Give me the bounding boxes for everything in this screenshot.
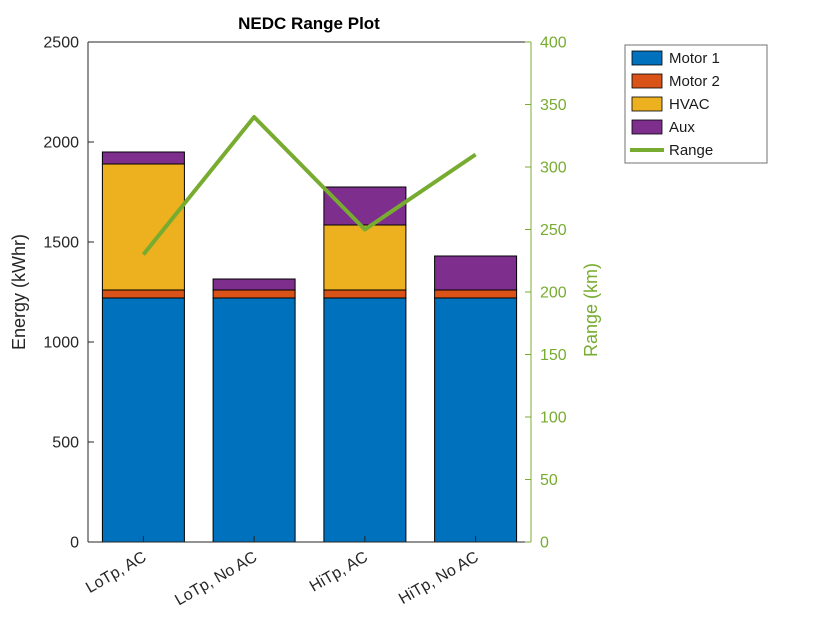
- x-tick-label: HiTp, AC: [307, 549, 371, 596]
- legend-item-range: Range: [630, 142, 713, 159]
- bars-group: [101, 151, 518, 543]
- legend-item-hvac: HVAC: [631, 96, 710, 113]
- legend-swatch-aux: [631, 119, 663, 135]
- legend-label: HVAC: [669, 96, 710, 113]
- right-tick-label: 100: [540, 410, 567, 427]
- plot-area: 0 500 1000 1500 2000 2500 0 50 100 150 200 250 300 35…: [43, 35, 566, 610]
- x-tick-label: LoTp, No AC: [172, 549, 260, 610]
- bar-segment-motor-1: [101, 297, 185, 543]
- bar-segment-motor-1: [323, 297, 407, 543]
- x-tick-label: HiTp, No AC: [396, 549, 482, 608]
- legend-label: Motor 2: [669, 73, 720, 90]
- legend-swatch-motor-2: [631, 73, 663, 89]
- range-line: [141, 115, 477, 256]
- right-tick-label: 200: [540, 285, 567, 302]
- left-tick-label: 2500: [43, 35, 79, 52]
- bar-segment-aux: [323, 186, 407, 226]
- left-axis-label: Energy (kWhr): [9, 234, 29, 350]
- bar-segment-motor-2: [434, 289, 518, 299]
- chart-title: NEDC Range Plot: [238, 14, 380, 33]
- bar-segment-aux: [101, 151, 185, 165]
- right-tick-label: 50: [540, 472, 558, 489]
- bar-segment-hvac: [323, 224, 407, 291]
- right-tick-label: 350: [540, 97, 567, 114]
- legend-label: Aux: [669, 119, 695, 136]
- left-tick-label: 1500: [43, 235, 79, 252]
- legend-item-aux: Aux: [631, 119, 695, 136]
- right-tick-label: 0: [540, 535, 549, 552]
- right-axis-label: Range (km): [581, 263, 601, 357]
- left-tick-label: 500: [52, 435, 79, 452]
- right-tick-label: 250: [540, 222, 567, 239]
- left-tick-label: 2000: [43, 135, 79, 152]
- bar-segment-motor-1: [212, 297, 296, 543]
- legend[interactable]: Motor 1 Motor 2 HVAC Aux Range: [624, 44, 768, 164]
- bar-segment-aux: [434, 255, 518, 291]
- right-tick-label: 300: [540, 160, 567, 177]
- bar-segment-motor-2: [212, 289, 296, 299]
- bar-segment-motor-2: [323, 289, 407, 299]
- left-tick-label: 0: [70, 535, 79, 552]
- legend-swatch-hvac: [631, 96, 663, 112]
- right-tick-label: 150: [540, 347, 567, 364]
- legend-label: Range: [669, 142, 713, 159]
- legend-item-motor-1: Motor 1: [631, 50, 720, 67]
- legend-swatch-motor-1: [631, 50, 663, 66]
- legend-item-motor-2: Motor 2: [631, 73, 720, 90]
- bar-segment-hvac: [101, 163, 185, 291]
- bar-segment-aux: [212, 278, 296, 291]
- x-tick-label: LoTp, AC: [83, 549, 149, 597]
- left-tick-label: 1000: [43, 335, 79, 352]
- bar-segment-motor-1: [434, 297, 518, 543]
- legend-label: Motor 1: [669, 50, 720, 67]
- bar-segment-motor-2: [101, 289, 185, 299]
- right-tick-label: 400: [540, 35, 567, 52]
